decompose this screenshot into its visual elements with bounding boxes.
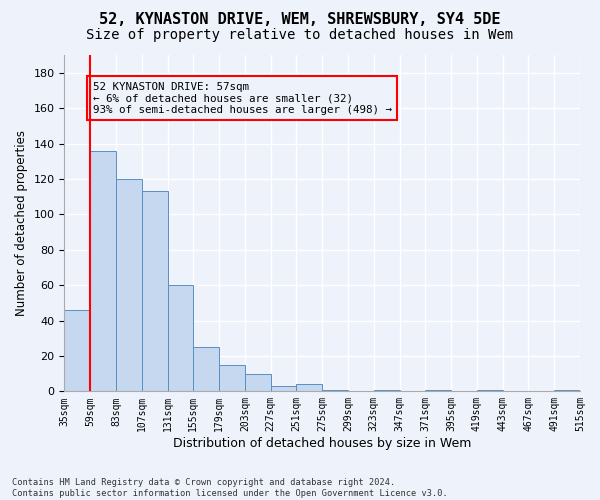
Bar [271, 386, 296, 392]
Bar [425, 390, 451, 392]
Bar [374, 390, 400, 392]
X-axis label: Distribution of detached houses by size in Wem: Distribution of detached houses by size … [173, 437, 472, 450]
Text: 52 KYNASTON DRIVE: 57sqm
← 6% of detached houses are smaller (32)
93% of semi-de: 52 KYNASTON DRIVE: 57sqm ← 6% of detache… [93, 82, 392, 115]
Text: Contains HM Land Registry data © Crown copyright and database right 2024.
Contai: Contains HM Land Registry data © Crown c… [12, 478, 448, 498]
Text: 52, KYNASTON DRIVE, WEM, SHREWSBURY, SY4 5DE: 52, KYNASTON DRIVE, WEM, SHREWSBURY, SY4… [99, 12, 501, 28]
Bar [245, 374, 271, 392]
Bar [477, 390, 503, 392]
Bar [554, 390, 580, 392]
Bar [296, 384, 322, 392]
Y-axis label: Number of detached properties: Number of detached properties [15, 130, 28, 316]
Bar [322, 390, 348, 392]
Bar [193, 347, 219, 392]
Bar [116, 179, 142, 392]
Bar [167, 285, 193, 392]
Bar [64, 310, 90, 392]
Bar [90, 150, 116, 392]
Bar [142, 192, 167, 392]
Text: Size of property relative to detached houses in Wem: Size of property relative to detached ho… [86, 28, 514, 42]
Bar [219, 365, 245, 392]
